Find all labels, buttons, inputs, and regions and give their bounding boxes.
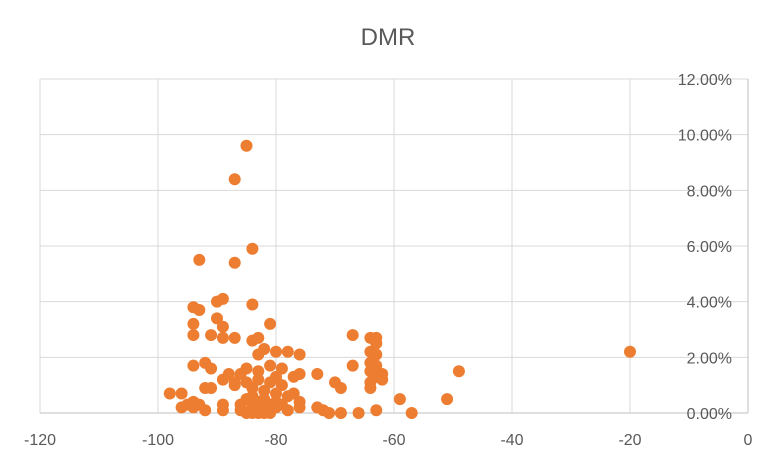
data-point [352, 407, 365, 419]
y-tick-labels: 0.00% 2.00% 4.00% 6.00% 8.00% 10.00% 12.00% [678, 72, 732, 423]
data-point [205, 362, 218, 375]
data-point [252, 331, 265, 344]
axes [40, 79, 749, 414]
data-point [275, 362, 288, 375]
data-point [252, 348, 265, 361]
x-tick-label: -40 [500, 432, 523, 449]
y-tick-label: 10.00% [678, 128, 732, 145]
data-point [281, 345, 294, 358]
data-point [264, 317, 277, 330]
data-point [293, 348, 306, 361]
data-point [228, 173, 241, 186]
data-point [205, 381, 218, 394]
data-point [216, 320, 229, 333]
data-points [163, 139, 636, 419]
data-point [376, 373, 389, 386]
data-point [370, 337, 383, 350]
data-point [211, 295, 223, 308]
data-point [270, 345, 282, 358]
data-point [252, 373, 265, 386]
data-point [199, 404, 212, 417]
y-tick-label: 4.00% [687, 295, 732, 312]
data-point [264, 359, 277, 372]
data-point [293, 368, 306, 381]
data-point [216, 331, 229, 344]
data-point [234, 368, 247, 381]
data-point [228, 331, 241, 344]
data-point [216, 373, 229, 386]
data-point [270, 387, 282, 400]
y-tick-label: 6.00% [687, 239, 732, 256]
y-tick-label: 8.00% [687, 183, 732, 200]
data-point [624, 345, 636, 358]
gridlines [39, 78, 748, 413]
x-tick-label: -80 [264, 432, 287, 449]
y-tick-label: 0.00% [687, 406, 732, 423]
data-point [334, 407, 347, 419]
x-tick-label: -20 [618, 432, 641, 449]
y-tick-label: 12.00% [678, 72, 732, 89]
data-point [163, 387, 176, 400]
data-point [405, 407, 418, 419]
data-point [228, 256, 241, 269]
data-point [193, 253, 206, 266]
data-point [246, 242, 259, 255]
data-point [364, 381, 377, 394]
data-point [370, 404, 383, 417]
data-point [216, 404, 229, 417]
data-point [264, 407, 277, 419]
data-point [211, 312, 223, 325]
data-point [187, 359, 200, 372]
data-point [175, 387, 188, 400]
data-point [187, 329, 200, 342]
y-tick-label: 2.00% [687, 350, 732, 367]
data-point [193, 304, 206, 317]
x-tick-label: -60 [382, 432, 405, 449]
x-tick-label: -120 [24, 432, 56, 449]
data-point [246, 381, 259, 394]
data-point [393, 393, 406, 406]
data-point [175, 401, 188, 414]
data-point [240, 139, 253, 152]
x-tick-labels: -120 -100 -80 -60 -40 -20 0 [24, 432, 753, 449]
data-point [281, 404, 294, 417]
data-point [346, 359, 359, 372]
data-point [441, 393, 454, 406]
chart-title: DMR [361, 24, 416, 51]
data-point [187, 401, 200, 414]
data-point [287, 387, 300, 400]
data-point [246, 298, 259, 311]
data-point [334, 381, 347, 394]
data-point [252, 365, 265, 378]
x-tick-label: -100 [142, 432, 174, 449]
data-point [293, 401, 306, 414]
data-point [228, 379, 241, 392]
data-point [370, 348, 383, 361]
data-point [323, 407, 336, 419]
data-point [346, 329, 359, 342]
data-point [452, 365, 465, 378]
data-point [187, 317, 200, 330]
data-point [275, 379, 288, 392]
data-point [205, 329, 218, 342]
data-point [258, 384, 271, 397]
x-tick-label: 0 [744, 432, 753, 449]
data-point [311, 368, 324, 381]
data-point [264, 376, 277, 389]
